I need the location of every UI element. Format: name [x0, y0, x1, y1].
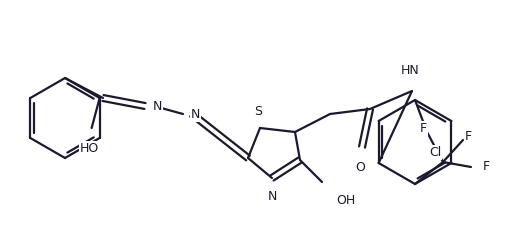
Text: HN: HN	[400, 64, 419, 77]
Text: F: F	[465, 130, 472, 143]
Text: N: N	[267, 190, 277, 203]
Text: OH: OH	[336, 194, 355, 207]
Text: O: O	[355, 161, 365, 174]
Text: F: F	[420, 122, 426, 135]
Text: Cl: Cl	[429, 146, 441, 159]
Text: N: N	[153, 99, 162, 113]
Text: HO: HO	[80, 142, 99, 155]
Text: N: N	[191, 107, 200, 120]
Text: S: S	[254, 105, 262, 118]
Text: F: F	[483, 161, 490, 174]
